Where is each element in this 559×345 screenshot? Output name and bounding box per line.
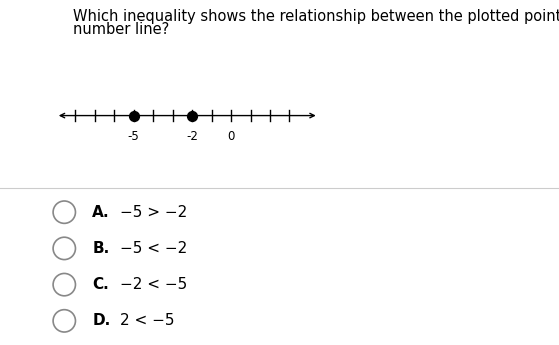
Text: −5 > −2: −5 > −2 xyxy=(120,205,187,220)
Text: B.: B. xyxy=(92,241,110,256)
Text: −2 < −5: −2 < −5 xyxy=(120,277,187,292)
Text: C.: C. xyxy=(92,277,109,292)
Text: -2: -2 xyxy=(186,130,198,143)
Point xyxy=(129,113,138,118)
Text: 0: 0 xyxy=(228,130,235,143)
Text: Which inequality shows the relationship between the plotted points on the: Which inequality shows the relationship … xyxy=(73,9,559,23)
Text: number line?: number line? xyxy=(73,22,169,37)
Point xyxy=(188,113,197,118)
Text: -5: -5 xyxy=(128,130,140,143)
Text: 2 < −5: 2 < −5 xyxy=(120,313,174,328)
Text: −5 < −2: −5 < −2 xyxy=(120,241,187,256)
Text: A.: A. xyxy=(92,205,110,220)
Text: D.: D. xyxy=(92,313,111,328)
